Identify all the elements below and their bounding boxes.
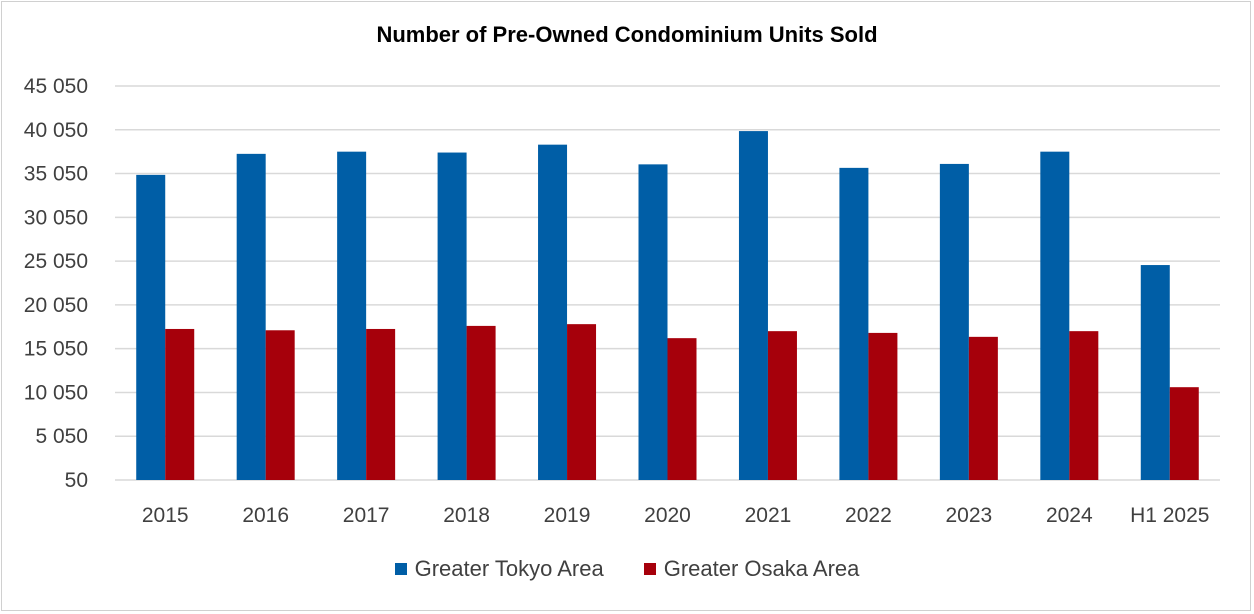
x-tick-label: 2019 — [544, 504, 591, 527]
y-tick-label: 15 050 — [24, 338, 88, 361]
y-tick-label: 45 050 — [24, 75, 88, 98]
x-tick-label: 2022 — [845, 504, 892, 527]
legend-swatch-tokyo — [394, 563, 407, 575]
x-tick-label: 2024 — [1046, 504, 1093, 527]
bar-osaka — [767, 331, 797, 480]
bar-osaka — [366, 328, 396, 480]
y-tick-label: 5 050 — [35, 425, 88, 448]
bar-osaka — [165, 328, 195, 480]
y-tick-label: 50 — [65, 469, 88, 492]
x-tick-label: 2020 — [644, 504, 691, 527]
x-tick-label: 2018 — [443, 504, 490, 527]
bar-osaka — [1069, 331, 1099, 480]
y-tick-label: 20 050 — [24, 294, 88, 317]
bar-osaka — [1169, 387, 1199, 480]
bar-tokyo — [839, 167, 869, 480]
bar-tokyo — [337, 151, 367, 480]
bar-tokyo — [1040, 151, 1070, 480]
x-tick-label: 2015 — [142, 504, 189, 527]
chart-title: Number of Pre-Owned Condominium Units So… — [376, 22, 878, 47]
bar-tokyo — [738, 131, 768, 480]
y-tick-label: 25 050 — [24, 250, 88, 273]
x-tick-label: 2017 — [343, 504, 390, 527]
x-tick-label: 2021 — [745, 504, 792, 527]
legend-item-tokyo: Greater Tokyo Area — [394, 556, 604, 582]
bar-osaka — [265, 330, 295, 480]
bar-tokyo — [236, 153, 266, 480]
legend-label-tokyo: Greater Tokyo Area — [414, 556, 604, 581]
legend-label-osaka: Greater Osaka Area — [663, 556, 860, 581]
legend: Greater Tokyo Area Greater Osaka Area — [0, 556, 1254, 582]
bar-tokyo — [538, 144, 568, 480]
y-tick-label: 35 050 — [24, 163, 88, 186]
bar-tokyo — [136, 174, 166, 480]
bar-tokyo — [638, 164, 668, 480]
bar-osaka — [567, 324, 597, 480]
bar-tokyo — [1140, 265, 1170, 480]
y-tick-label: 30 050 — [24, 206, 88, 229]
x-tick-label: H1 2025 — [1130, 504, 1209, 527]
bar-tokyo — [437, 152, 467, 480]
bar-tokyo — [939, 163, 969, 480]
bar-osaka — [868, 332, 898, 480]
legend-item-osaka: Greater Osaka Area — [643, 556, 860, 582]
y-tick-label: 10 050 — [24, 381, 88, 404]
bar-osaka — [968, 336, 998, 480]
x-tick-label: 2023 — [946, 504, 993, 527]
y-tick-label: 40 050 — [24, 119, 88, 142]
bar-osaka — [667, 338, 697, 480]
x-tick-label: 2016 — [242, 504, 289, 527]
bar-osaka — [466, 325, 496, 480]
legend-swatch-osaka — [643, 563, 656, 575]
